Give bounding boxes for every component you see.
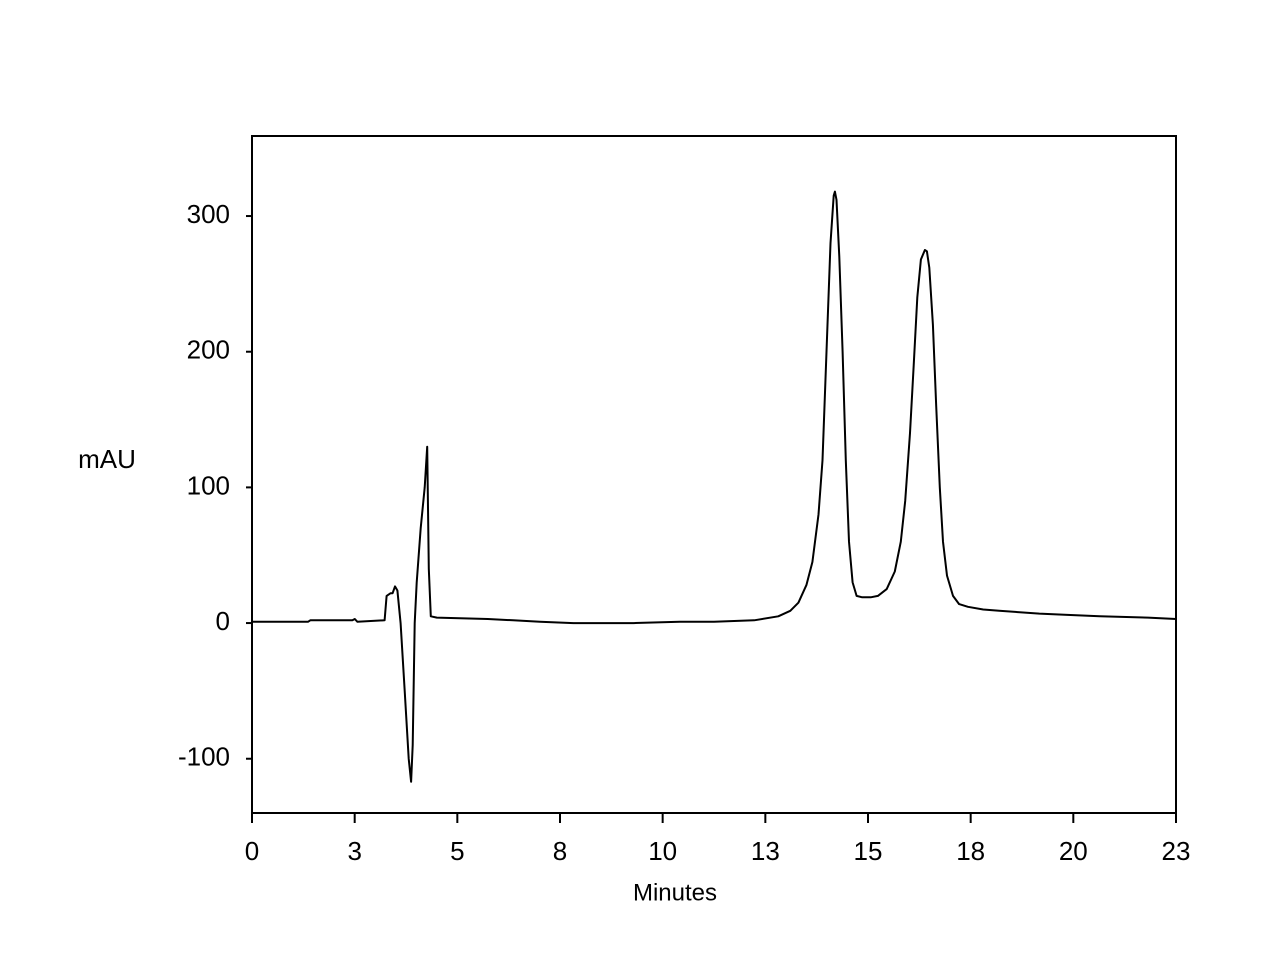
x-tick-label: 13 (751, 836, 780, 866)
x-tick-label: 15 (854, 836, 883, 866)
x-axis-label: Minutes (633, 879, 717, 906)
x-tick-label: 5 (450, 836, 464, 866)
y-tick-label: -100 (178, 742, 230, 772)
y-tick-label: 0 (216, 606, 230, 636)
x-tick-label: 0 (245, 836, 259, 866)
x-tick-label: 10 (648, 836, 677, 866)
x-tick-label: 8 (553, 836, 567, 866)
x-tick-label: 18 (956, 836, 985, 866)
x-tick-label: 20 (1059, 836, 1088, 866)
x-tick-label: 23 (1162, 836, 1191, 866)
chromatogram-line (252, 190, 1177, 783)
y-tick-label: 200 (187, 335, 230, 365)
y-axis-label: mAU (78, 444, 136, 474)
y-tick-label: 300 (187, 199, 230, 229)
y-tick-label: 100 (187, 470, 230, 500)
plot-frame (251, 135, 1177, 814)
x-tick-label: 3 (347, 836, 361, 866)
